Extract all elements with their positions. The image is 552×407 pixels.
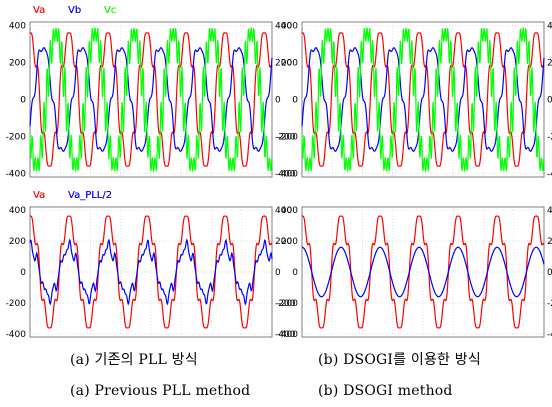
legend-item: Vb [68,5,81,16]
legend-item: Vc [104,5,116,16]
y-tick-label-left: -200 [278,299,299,309]
y-tick-label-right: -400 [275,330,296,340]
legend-item: Va_PLL/2 [68,190,112,201]
y-tick-label-left: 400 [9,22,26,32]
series-line-vb [29,47,273,152]
chart-a-bottom: 400 200 0 -200 -400 400 200 0 -200 -400 Va Va_PLL/2 [6,190,296,340]
series-line-va [29,32,273,167]
series-line-vc [301,26,545,173]
y-tick-label-left: 0 [20,96,26,106]
series-line-va-pll-2 [301,246,545,298]
y-tick-label-right: 400 [547,22,552,32]
chart-b-bottom: 400 200 0 -200 -400 400 200 0 -200 -400 Va Va_PLL/2 [33,190,552,340]
legend-item: Va [33,190,45,201]
series-line-va [301,32,545,167]
caption-b-korean: (b) DSOGI를 이용한 방식 [318,352,481,368]
y-tick-label-left: 200 [9,59,26,69]
y-tick-label-right: 0 [275,268,281,278]
y-tick-label-left: -200 [6,299,27,309]
y-tick-label-left: -200 [6,132,27,142]
y-tick-label-left: -400 [278,330,299,340]
y-tick-label-right: -400 [547,169,552,179]
legend-item: Vb [68,5,81,16]
y-tick-label-left: -400 [278,169,299,179]
series-line-va [301,215,545,329]
legend-item: Va [33,190,45,201]
y-tick-label-right: 0 [275,96,281,106]
y-tick-label-left: 400 [281,206,298,216]
caption-b-english: (b) DSOGI method [318,383,453,399]
y-tick-label-left: 0 [292,268,298,278]
legend-item: Vc [104,5,116,16]
y-tick-label-left: 200 [281,237,298,247]
series-line-va [29,215,273,329]
y-tick-label-left: 0 [292,96,298,106]
caption-a-english: (a) Previous PLL method [70,383,251,399]
y-tick-label-right: 400 [275,206,292,216]
y-tick-label-left: 400 [281,22,298,32]
y-tick-label-right: 200 [547,237,552,247]
chart-b-top: 400 200 0 -200 -400 400 200 0 -200 -400 Va Vb Vc [33,5,552,179]
legend-item: Va [33,5,45,16]
y-tick-label-right: 200 [275,59,292,69]
y-tick-label-left: -400 [6,330,27,340]
y-tick-label-left: 200 [9,237,26,247]
y-tick-label-right: -200 [547,299,552,309]
caption-a-korean: (a) 기존의 PLL 방식 [70,352,198,368]
series-line-vb [301,47,545,152]
series-line-va-pll-2 [29,238,273,306]
y-tick-label-left: -200 [278,132,299,142]
y-tick-label-right: -200 [275,299,296,309]
y-tick-label-left: 0 [20,268,26,278]
y-tick-label-right: -200 [275,132,296,142]
y-tick-label-right: 400 [275,22,292,32]
chart-a-top: 400 200 0 -200 -400 400 200 0 -200 -400 Va Vb Vc [6,5,296,179]
y-tick-label-right: 200 [275,237,292,247]
y-tick-label-right: 0 [547,268,552,278]
y-tick-label-right: -200 [547,132,552,142]
y-tick-label-right: -400 [275,169,296,179]
legend-item: Va_PLL/2 [68,190,112,201]
y-tick-label-right: 200 [547,59,552,69]
y-tick-label-right: 400 [547,206,552,216]
y-tick-label-left: -400 [6,169,27,179]
series-line-vc [29,26,273,173]
y-tick-label-right: 0 [547,96,552,106]
legend-item: Va [33,5,45,16]
y-tick-label-right: -400 [547,330,552,340]
y-tick-label-left: 400 [9,206,26,216]
y-tick-label-left: 200 [281,59,298,69]
